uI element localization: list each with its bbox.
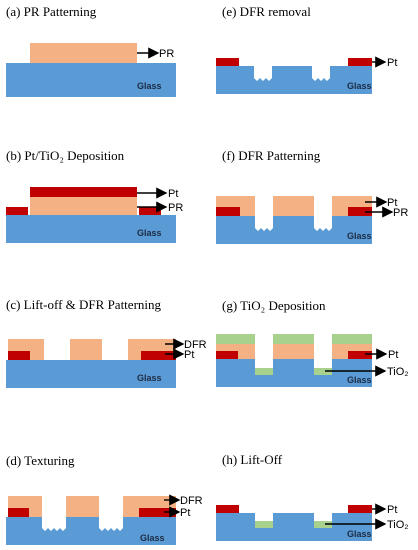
pt-layer [139, 207, 161, 215]
dfr-label: DFR [180, 495, 203, 507]
panel-b-title: (b) Pt/TiO₂ Deposition [6, 148, 125, 163]
tio2-top-layer [216, 334, 255, 344]
textured-glass-substrate [216, 513, 372, 541]
dfr-block [70, 339, 102, 360]
panel-g: (g) TiO₂ Deposition Pt TiO₂ Glass [216, 298, 409, 387]
pt-pad [348, 58, 372, 66]
panel-c: (c) Lift-off & DFR Patterning DFR Pt Gla… [6, 297, 207, 388]
glass-label: Glass [347, 375, 372, 385]
pt-pad [216, 207, 240, 216]
pt-pad [139, 508, 176, 517]
pt-label: Pt [387, 504, 397, 516]
pr-label: PR [159, 48, 174, 60]
panel-d-title: (d) Texturing [6, 453, 75, 468]
pt-pad [216, 505, 239, 513]
pt-label: Pt [387, 197, 397, 209]
glass-label: Glass [347, 81, 372, 91]
textured-glass-substrate [216, 66, 372, 94]
tio2-trench-layer [314, 521, 332, 528]
panel-e: (e) DFR removal Pt Glass [216, 4, 397, 94]
tio2-label: TiO₂ [387, 366, 409, 378]
pr-label: PR [393, 207, 408, 219]
glass-label: Glass [347, 529, 372, 539]
panel-a: (a) PR Patterning PR Glass [6, 4, 176, 97]
pt-label: Pt [388, 349, 398, 361]
pt-pad [8, 508, 29, 517]
panel-a-title: (a) PR Patterning [6, 4, 97, 19]
tio2-top-layer [273, 334, 314, 344]
glass-substrate [6, 215, 176, 243]
pt-pad [216, 351, 238, 359]
pt-pad [216, 58, 239, 66]
pt-top-layer [30, 187, 137, 197]
panel-g-title: (g) TiO₂ Deposition [222, 298, 326, 313]
textured-glass-substrate [216, 216, 372, 244]
glass-substrate [6, 63, 176, 97]
glass-label: Glass [137, 228, 162, 238]
glass-label: Glass [137, 81, 162, 91]
tio2-trench-layer [255, 368, 273, 375]
pt-label: Pt [184, 349, 194, 361]
glass-label: Glass [140, 533, 165, 543]
pt-label: Pt [387, 57, 397, 69]
pt-label: Pt [168, 188, 178, 200]
dfr-block [273, 344, 314, 359]
tio2-top-layer [332, 334, 372, 344]
tio2-trench-layer [255, 521, 273, 528]
dfr-block [273, 196, 314, 216]
glass-substrate [6, 360, 176, 388]
pt-pad [348, 505, 372, 513]
pr-layer [30, 43, 137, 63]
panel-h-title: (h) Lift-Off [222, 452, 283, 467]
pt-layer [6, 207, 28, 215]
pt-pad [348, 207, 372, 216]
textured-glass-substrate [216, 359, 372, 387]
tio2-trench-layer [314, 368, 332, 375]
panel-f-title: (f) DFR Patterning [222, 148, 321, 163]
tio2-label: TiO₂ [387, 519, 409, 531]
glass-label: Glass [347, 231, 372, 241]
pt-pad [348, 351, 372, 359]
pt-pad [8, 351, 30, 360]
dfr-label: DFR [184, 339, 207, 351]
pt-label: Pt [180, 507, 190, 519]
pt-pad [141, 351, 176, 360]
dfr-block [66, 496, 99, 517]
panel-b: (b) Pt/TiO₂ Deposition Pt PR Glass [6, 148, 183, 243]
panel-f: (f) DFR Patterning Pt PR Glass [216, 148, 408, 244]
panel-h: (h) Lift-Off Pt TiO₂ Glass [216, 452, 409, 541]
pr-layer [30, 197, 137, 215]
glass-label: Glass [137, 373, 162, 383]
panel-e-title: (e) DFR removal [222, 4, 311, 19]
textured-glass-substrate [6, 517, 176, 545]
panel-d: (d) Texturing DFR Pt Glass [6, 453, 203, 545]
panel-c-title: (c) Lift-off & DFR Patterning [6, 297, 162, 312]
pr-label: PR [168, 202, 183, 214]
